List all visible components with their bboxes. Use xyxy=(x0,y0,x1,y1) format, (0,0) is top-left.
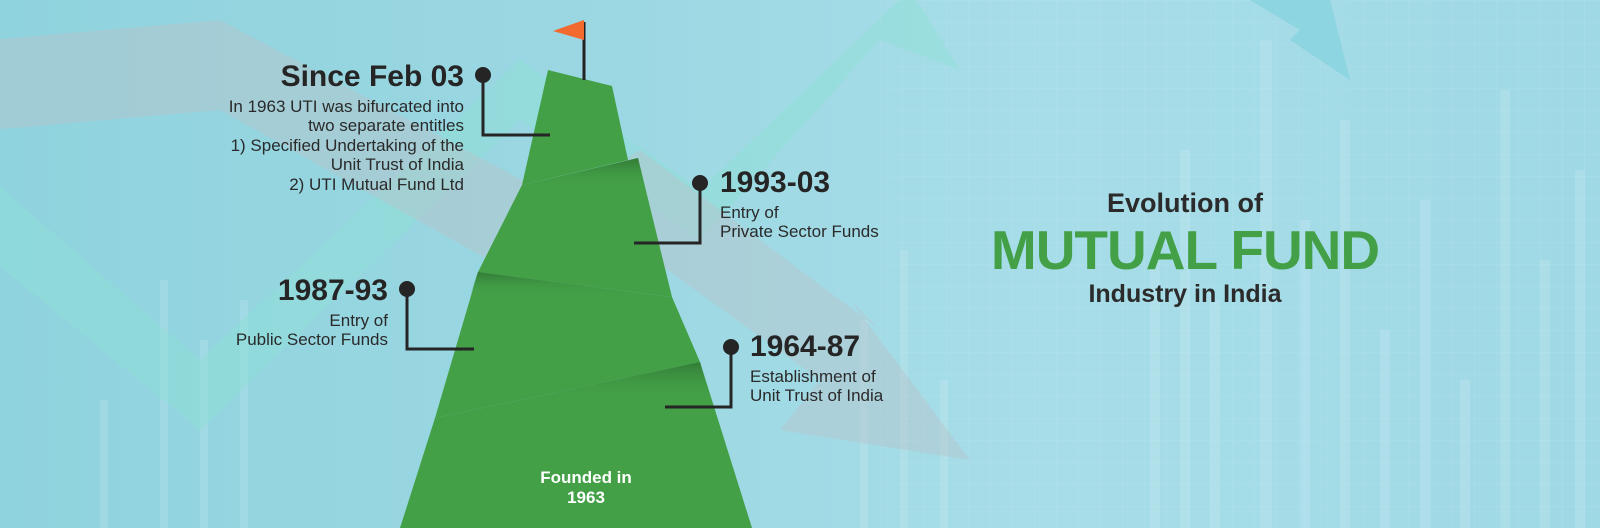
background-bars xyxy=(100,40,1585,528)
milestone-text: Unit Trust of India xyxy=(330,155,464,175)
mountain-shadow-2 xyxy=(505,158,652,242)
connector-1993 xyxy=(634,183,702,245)
timeline-dot-icon xyxy=(399,281,415,297)
founded-text: Founded in xyxy=(540,468,632,487)
connector-1964 xyxy=(665,347,733,409)
milestone-text: two separate entitles xyxy=(308,116,464,136)
milestone-year: 1993-03 xyxy=(720,166,831,199)
title-line-1: Evolution of xyxy=(1107,188,1263,218)
flag-icon xyxy=(553,20,586,80)
connector-1987 xyxy=(405,289,474,351)
connector-since xyxy=(481,75,550,137)
milestone-1987-93: 1987-93 Entry of Public Sector Funds xyxy=(236,274,388,350)
timeline-dot-icon xyxy=(723,339,739,355)
milestone-text: 1) Specified Undertaking of the xyxy=(230,135,464,155)
milestone-year: Since Feb 03 xyxy=(280,60,464,93)
milestone-since-feb-03: Since Feb 03 In 1963 UTI was bifurcated … xyxy=(229,60,464,194)
milestone-1964-87: 1964-87 Establishment of Unit Trust of I… xyxy=(750,330,883,406)
timeline-dots xyxy=(399,67,739,355)
milestone-text: Establishment of xyxy=(750,366,876,386)
timeline-dot-icon xyxy=(475,67,491,83)
milestone-text: Unit Trust of India xyxy=(750,386,884,406)
timeline-dot-icon xyxy=(692,175,708,191)
founded-year: 1963 xyxy=(567,487,605,507)
mountain-tier-top xyxy=(522,70,628,185)
milestone-year: 1964-87 xyxy=(750,330,861,363)
timeline-connectors xyxy=(405,75,733,409)
background-arrow-grey xyxy=(0,20,970,460)
title-line-3: Industry in India xyxy=(1088,280,1282,309)
mountain-shadow-3 xyxy=(462,272,684,340)
milestone-text: Entry of xyxy=(329,310,388,330)
milestone-text: Private Sector Funds xyxy=(720,222,879,242)
title-line-2: MUTUAL FUND xyxy=(990,219,1380,282)
milestone-text: Entry of xyxy=(720,202,779,222)
mountain-graphic xyxy=(400,70,752,528)
page-title: Evolution of MUTUAL FUND Industry in Ind… xyxy=(980,188,1390,309)
mountain-shadow-base xyxy=(420,362,714,468)
founded-label: Founded in 1963 xyxy=(518,468,654,507)
milestone-text: Public Sector Funds xyxy=(235,330,388,350)
milestone-text: 2) UTI Mutual Fund Ltd xyxy=(289,174,464,194)
background-arrow-right xyxy=(1250,0,1350,80)
background-grid xyxy=(880,0,1600,528)
background-arrow-teal xyxy=(0,0,960,430)
milestone-year: 1987-93 xyxy=(277,274,388,307)
milestone-1993-03: 1993-03 Entry of Private Sector Funds xyxy=(720,166,879,242)
milestone-text: In 1963 UTI was bifurcated into xyxy=(228,96,464,116)
